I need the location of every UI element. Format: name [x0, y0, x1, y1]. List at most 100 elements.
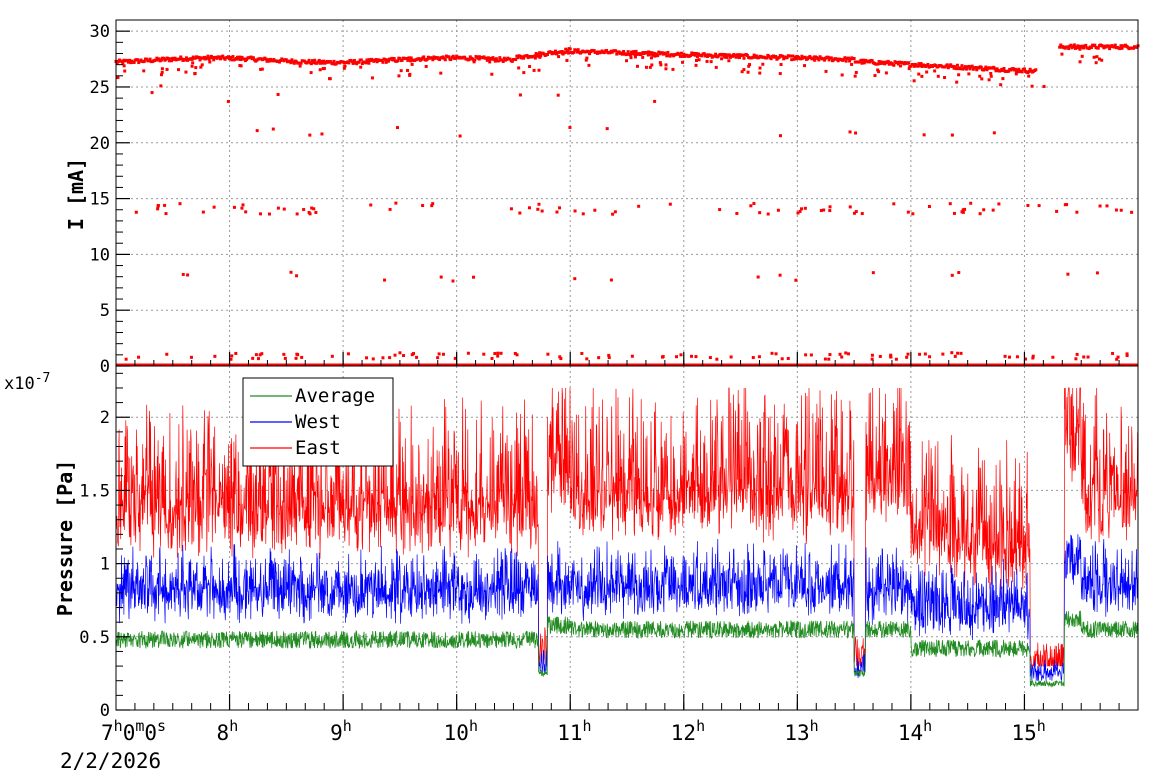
current-point	[752, 53, 756, 57]
current-point	[886, 59, 890, 63]
current-point	[310, 59, 314, 63]
y-multiplier-exponent: -7	[35, 371, 51, 386]
current-point	[709, 53, 713, 57]
current-point	[862, 61, 866, 65]
x-tick-hour-unit: h	[469, 717, 478, 735]
current-point	[1081, 46, 1085, 50]
current-point	[380, 59, 384, 63]
x-tick-hour-unit: h	[229, 717, 238, 735]
current-point	[761, 62, 765, 66]
current-point	[859, 58, 863, 62]
current-point	[952, 211, 956, 215]
current-point	[911, 63, 915, 67]
current-y-tick-label: 30	[90, 22, 110, 42]
pressure-axis-ticks: 0 0.5 1 1.5 2	[79, 372, 1139, 721]
current-point	[537, 202, 541, 206]
current-point	[307, 211, 311, 215]
current-point	[463, 55, 467, 59]
current-point	[1125, 354, 1129, 358]
current-point	[215, 56, 219, 60]
current-point	[860, 212, 864, 216]
current-point	[609, 278, 613, 282]
current-point	[198, 58, 202, 62]
current-point	[848, 205, 852, 209]
current-point	[415, 355, 419, 359]
x-tick-hour-unit: h	[810, 717, 819, 735]
current-point	[194, 66, 198, 70]
current-point	[759, 55, 763, 59]
current-point	[997, 202, 1001, 206]
current-point	[950, 273, 954, 277]
x-tick-label: 12h	[671, 717, 705, 745]
current-point	[694, 355, 698, 359]
legend-east-label: East	[295, 437, 341, 459]
current-point	[1111, 351, 1115, 355]
current-point	[757, 355, 761, 359]
current-point	[120, 59, 124, 63]
current-point	[393, 353, 397, 357]
current-axis-ticks: 0 5 10 15 20 25 30	[90, 22, 1139, 377]
current-point	[533, 56, 537, 60]
current-point	[184, 70, 188, 74]
current-point	[1094, 61, 1098, 65]
current-point	[860, 61, 864, 65]
current-point	[587, 63, 591, 67]
current-point	[284, 58, 288, 62]
current-point	[593, 208, 597, 212]
current-point	[870, 59, 874, 63]
current-point	[431, 202, 435, 206]
current-point	[836, 59, 840, 63]
current-point	[443, 58, 447, 62]
current-point	[889, 353, 893, 357]
current-point	[887, 62, 891, 66]
current-point	[607, 356, 611, 360]
current-point	[122, 64, 126, 68]
current-point	[842, 57, 846, 61]
current-point	[840, 355, 844, 359]
current-point	[236, 55, 240, 59]
x-tick-hour-unit: h	[583, 717, 592, 735]
current-point	[925, 70, 929, 74]
current-point	[559, 357, 563, 361]
current-point	[868, 60, 872, 64]
current-point	[796, 211, 800, 215]
current-point	[651, 53, 655, 57]
current-point	[574, 48, 578, 52]
west-pressure-line	[115, 534, 1139, 681]
x-tick-hour: 8	[217, 721, 230, 745]
current-point	[734, 55, 738, 59]
current-point	[804, 353, 808, 357]
current-point	[1125, 352, 1129, 356]
current-point	[840, 73, 844, 77]
current-point	[945, 63, 949, 67]
current-point	[620, 52, 624, 56]
current-point	[405, 57, 409, 61]
x-tick-label: 13h	[784, 717, 818, 745]
current-point	[809, 353, 813, 357]
x-tick-label: 9h	[330, 717, 352, 745]
current-point	[212, 58, 216, 62]
current-point	[1098, 204, 1102, 208]
current-point	[800, 56, 804, 60]
current-point	[384, 60, 388, 64]
current-point	[955, 63, 959, 67]
x-tick-hour: 13	[784, 721, 809, 745]
current-point	[965, 67, 969, 71]
current-point	[848, 59, 852, 63]
current-point	[1072, 43, 1076, 47]
current-point	[156, 207, 160, 211]
current-point	[922, 133, 926, 137]
current-point	[129, 61, 133, 65]
current-point	[729, 355, 733, 359]
current-point	[876, 68, 880, 72]
current-point	[525, 53, 529, 57]
current-point	[991, 208, 995, 212]
current-point	[712, 54, 716, 58]
current-point	[352, 59, 356, 63]
current-point	[499, 351, 503, 355]
current-point	[467, 58, 471, 62]
current-point	[276, 92, 280, 96]
current-point	[779, 63, 783, 67]
current-point	[720, 57, 724, 61]
current-point	[984, 67, 988, 71]
